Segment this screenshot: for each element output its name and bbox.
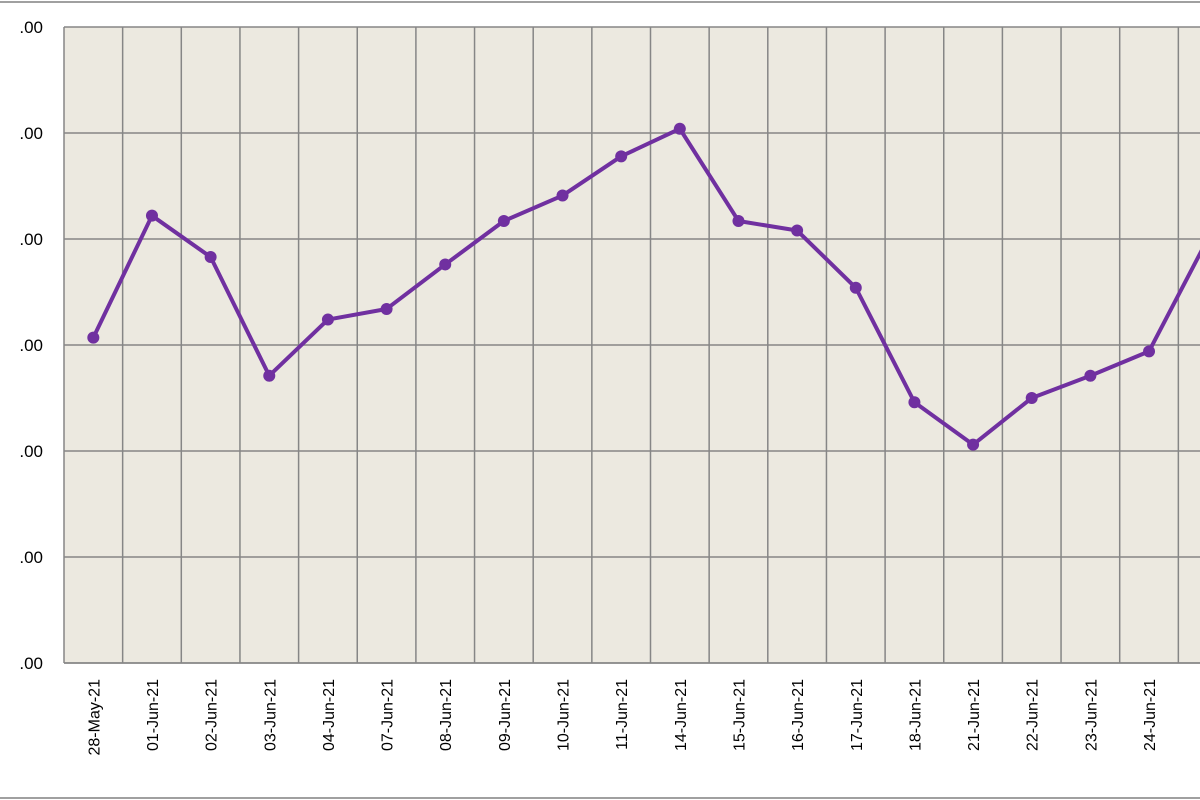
y-tick-label: .00 — [19, 442, 43, 461]
data-point — [1084, 369, 1097, 382]
x-axis-tick-labels: 28-May-21 01-Jun-21 02-Jun-21 03-Jun-21 04-J… — [86, 679, 1159, 756]
y-tick-label: .00 — [19, 548, 43, 567]
data-point — [497, 214, 510, 227]
x-tick-label: 09-Jun-21 — [497, 679, 514, 751]
data-point — [615, 150, 628, 163]
y-axis-tick-labels: .00 .00 .00 .00 .00 .00 .00 — [19, 18, 43, 673]
data-point — [87, 331, 100, 344]
y-tick-label: .00 — [19, 124, 43, 143]
data-point — [321, 313, 334, 326]
data-point — [380, 302, 393, 315]
x-tick-label: 22-Jun-21 — [1025, 679, 1042, 751]
x-tick-label: 07-Jun-21 — [380, 679, 397, 751]
x-tick-label: 18-Jun-21 — [907, 679, 924, 751]
data-point — [263, 369, 276, 382]
series-layer — [87, 122, 1200, 451]
data-point — [1143, 345, 1156, 358]
x-tick-label: 17-Jun-21 — [849, 679, 866, 751]
x-tick-label: 15-Jun-21 — [731, 679, 748, 751]
data-point — [791, 224, 804, 237]
y-tick-label: .00 — [19, 18, 43, 37]
y-tick-label: .00 — [19, 336, 43, 355]
data-point — [439, 258, 452, 271]
x-tick-label: 08-Jun-21 — [438, 679, 455, 751]
data-point — [204, 251, 217, 264]
x-tick-label: 21-Jun-21 — [966, 679, 983, 751]
data-point — [556, 189, 569, 202]
data-point — [732, 214, 745, 227]
series-line — [91, 126, 1200, 447]
data-point — [967, 438, 980, 451]
axes — [63, 27, 1200, 664]
x-tick-label: 01-Jun-21 — [145, 679, 162, 751]
x-tick-label: 23-Jun-21 — [1083, 679, 1100, 751]
x-tick-label: 14-Jun-21 — [673, 679, 690, 751]
data-point — [673, 122, 686, 135]
x-tick-label: 11-Jun-21 — [614, 679, 631, 750]
x-tick-label: 02-Jun-21 — [204, 679, 221, 751]
y-tick-label: .00 — [19, 230, 43, 249]
data-point — [908, 396, 921, 409]
data-point — [849, 281, 862, 294]
x-tick-label: 16-Jun-21 — [790, 679, 807, 751]
data-point — [1025, 392, 1038, 404]
x-tick-label: 24-Jun-21 — [1142, 679, 1159, 751]
x-tick-label: 28-May-21 — [86, 679, 103, 756]
data-point — [145, 209, 158, 222]
x-tick-label: 03-Jun-21 — [262, 679, 279, 751]
y-tick-label: .00 — [19, 654, 43, 673]
x-tick-label: 04-Jun-21 — [321, 679, 338, 751]
x-tick-label: 10-Jun-21 — [556, 679, 573, 751]
